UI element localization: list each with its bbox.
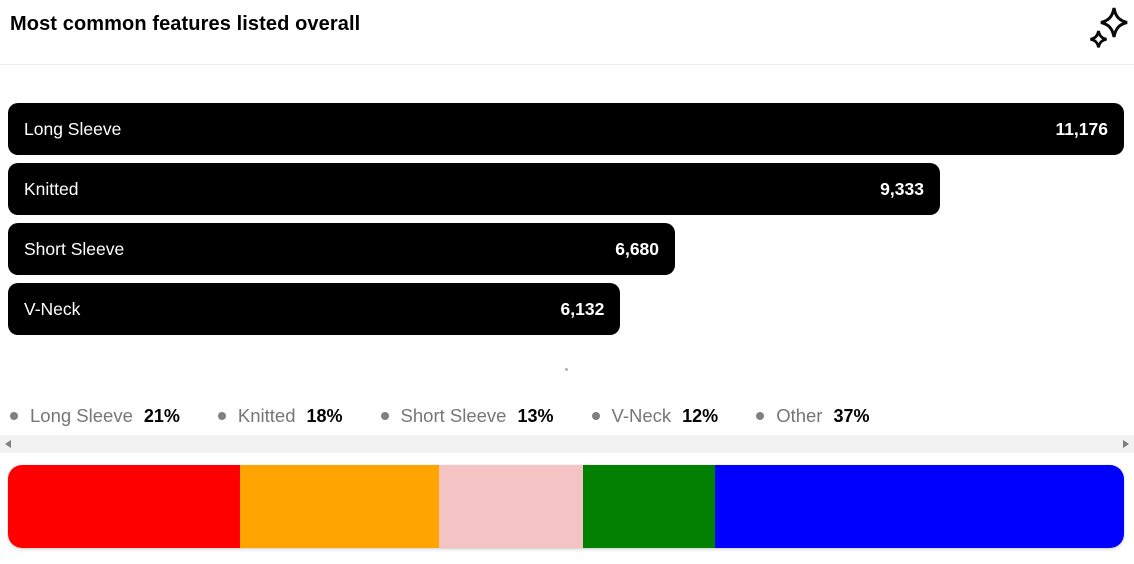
bar-label: V-Neck: [24, 298, 81, 319]
legend-label: Long Sleeve: [30, 405, 133, 426]
legend-dot-icon: [217, 412, 226, 420]
segment-short-sleeve[interactable]: [438, 465, 583, 548]
legend-dot-icon: [756, 412, 765, 420]
legend: Long Sleeve 21% Knitted 18% Short Sleeve…: [10, 404, 1124, 428]
page-title: Most common features listed overall: [10, 13, 361, 35]
bar-v-neck[interactable]: V-Neck 6,132: [8, 283, 621, 335]
legend-label: V-Neck: [611, 405, 672, 426]
bar-value: 6,680: [615, 238, 660, 259]
legend-dot-icon: [591, 412, 600, 420]
legend-percent: 18%: [306, 405, 343, 426]
legend-percent: 13%: [517, 405, 554, 426]
legend-percent: 12%: [682, 405, 719, 426]
legend-dot-icon: [10, 412, 18, 420]
stray-artifact-dot: [565, 368, 568, 371]
legend-item-long-sleeve[interactable]: Long Sleeve 21%: [10, 405, 180, 427]
legend-dot-icon: [380, 412, 389, 420]
legend-percent: 21%: [143, 405, 180, 426]
bar-value: 9,333: [880, 178, 924, 199]
bar-label: Short Sleeve: [24, 238, 125, 259]
legend-label: Other: [776, 405, 823, 426]
legend-label: Short Sleeve: [400, 405, 507, 426]
bar-knitted[interactable]: Knitted 9,333: [8, 163, 940, 215]
segment-other[interactable]: [715, 465, 1124, 548]
bar-chart: Long Sleeve 11,176 Knitted 9,333 Short S…: [8, 103, 1124, 335]
bar-label: Knitted: [24, 178, 79, 199]
horizontal-scrollbar[interactable]: [0, 435, 1134, 453]
sparkles-icon-glyph: [1090, 7, 1128, 48]
stacked-percentage-bar: [8, 465, 1124, 548]
segment-long-sleeve[interactable]: [8, 465, 241, 548]
bar-label: Long Sleeve: [24, 118, 122, 139]
legend-item-other[interactable]: Other 37%: [756, 405, 870, 427]
legend-label: Knitted: [237, 405, 296, 426]
legend-item-knitted[interactable]: Knitted 18%: [217, 405, 343, 427]
segment-knitted[interactable]: [240, 465, 439, 548]
legend-item-v-neck[interactable]: V-Neck 12%: [591, 405, 719, 427]
scroll-right-arrow-icon[interactable]: [1123, 440, 1129, 448]
card-header: Most common features listed overall: [0, 0, 1134, 65]
segment-v-neck[interactable]: [582, 465, 716, 548]
legend-percent: 37%: [833, 405, 870, 426]
sparkles-icon[interactable]: [1086, 4, 1130, 52]
bar-long-sleeve[interactable]: Long Sleeve 11,176: [8, 103, 1124, 155]
legend-item-short-sleeve[interactable]: Short Sleeve 13%: [380, 405, 554, 427]
bar-short-sleeve[interactable]: Short Sleeve 6,680: [8, 223, 676, 275]
scroll-left-arrow-icon[interactable]: [5, 440, 11, 448]
bar-value: 11,176: [1055, 118, 1108, 139]
bar-value: 6,132: [560, 298, 605, 319]
